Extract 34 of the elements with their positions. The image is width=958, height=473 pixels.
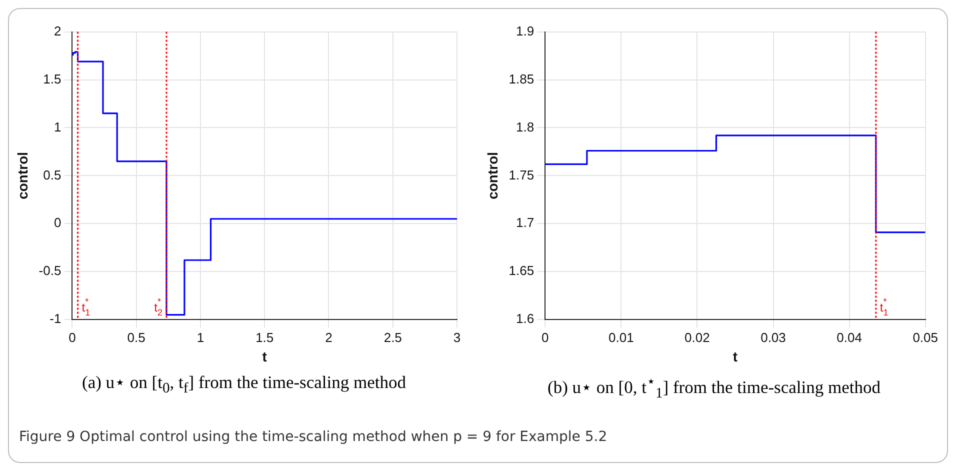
text: (a) u⋆ on [t$_{0}$, t$_{f}$] from the time-scaling method [81, 372, 407, 398]
y-tick-label: -0.5 [38, 263, 62, 278]
y-axis-title: control [14, 152, 30, 200]
y-tick-label: 1.7 [516, 215, 534, 230]
y-tick-label: 0 [54, 215, 62, 230]
y-tick-label: 2 [54, 23, 62, 38]
y-tick-label: -1 [50, 311, 62, 326]
x-tick-label: 0.5 [127, 330, 146, 345]
y-tick-label: 1.9 [516, 23, 534, 38]
x-tick-label: 0.04 [836, 330, 862, 345]
x-tick-label: 0 [68, 330, 76, 345]
x-tick-label: 0.02 [684, 330, 710, 345]
x-axis-title: t [262, 348, 268, 364]
caption: Figure 9 Optimal control using the time-scaling method when p = 9 for Example 5.2 [19, 429, 608, 445]
y-tick-label: 1.8 [516, 119, 534, 134]
y-tick-label: 1.85 [508, 71, 534, 86]
y-tick-label: 1.6 [516, 311, 534, 326]
x-tick-label: 2 [325, 330, 332, 345]
x-axis-title: t [732, 348, 738, 364]
y-tick-label: 0.5 [43, 167, 62, 182]
x-tick-label: 0.05 [912, 330, 938, 345]
x-tick-label: 3 [453, 330, 461, 345]
x-tick-label: 0.03 [760, 330, 786, 345]
y-tick-label: 1.5 [43, 71, 62, 86]
y-axis-title: control [484, 152, 500, 200]
x-tick-label: 1 [196, 330, 204, 345]
x-tick-label: 0 [541, 330, 549, 345]
y-tick-label: 1.65 [508, 263, 534, 278]
x-tick-label: 2.5 [384, 330, 402, 345]
y-tick-label: 1 [54, 119, 62, 134]
x-tick-label: 1.5 [256, 330, 274, 345]
y-tick-label: 1.75 [508, 167, 534, 182]
text: (b) u⋆ on [0, t$^{⋆}$$_{1}$] from the time-scaling method [546, 373, 882, 402]
x-tick-label: 0.01 [608, 330, 634, 345]
